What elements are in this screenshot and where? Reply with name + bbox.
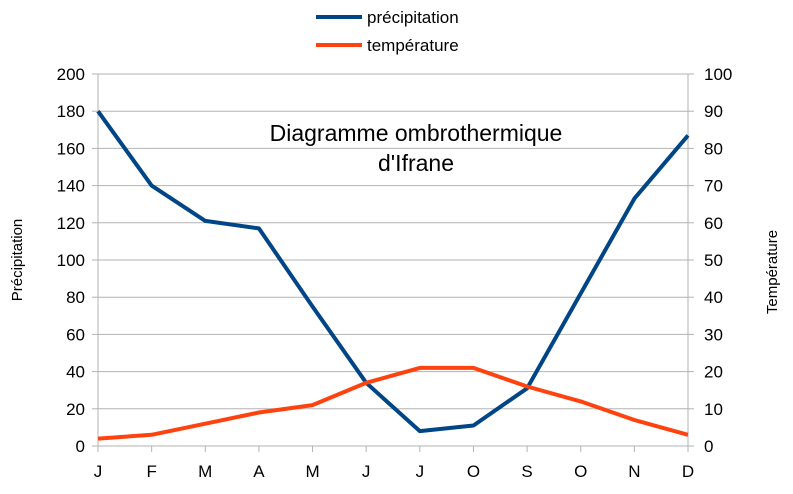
y-right-tick-label: 10 bbox=[704, 400, 723, 419]
x-tick-label: M bbox=[305, 462, 319, 481]
y-left-tick-label: 120 bbox=[57, 214, 85, 233]
y-left-tick-label: 40 bbox=[66, 363, 85, 382]
y-left-tick-label: 0 bbox=[76, 437, 85, 456]
y-right-tick-label: 30 bbox=[704, 325, 723, 344]
legend-item-precipitation: précipitation bbox=[316, 8, 459, 27]
y-right-tick-label: 90 bbox=[704, 102, 723, 121]
y-left-tick-label: 180 bbox=[57, 102, 85, 121]
x-tick-label: F bbox=[146, 462, 156, 481]
chart-title-line-1: Diagramme ombrothermique bbox=[270, 120, 563, 146]
legend-label-precipitation: précipitation bbox=[367, 8, 459, 27]
legend: précipitation température bbox=[316, 8, 459, 55]
y-right-tick-label: 40 bbox=[704, 288, 723, 307]
y-left-tick-label: 140 bbox=[57, 177, 85, 196]
x-tick-label: D bbox=[682, 462, 694, 481]
y-right-tick-label: 100 bbox=[704, 65, 732, 84]
right-axis: 0 10 20 30 40 50 60 70 80 90 100 bbox=[688, 65, 732, 456]
y-axis-right-title: Température bbox=[764, 230, 781, 314]
y-left-tick-label: 200 bbox=[57, 65, 85, 84]
y-right-tick-label: 50 bbox=[704, 251, 723, 270]
left-axis: 0 20 40 60 80 100 120 140 160 180 200 bbox=[57, 65, 98, 456]
x-tick-label: J bbox=[362, 462, 371, 481]
y-right-tick-label: 20 bbox=[704, 363, 723, 382]
x-tick-label: J bbox=[94, 462, 103, 481]
y-right-tick-label: 80 bbox=[704, 139, 723, 158]
y-axis-left-title: Précipitation bbox=[9, 219, 26, 302]
y-right-tick-label: 70 bbox=[704, 177, 723, 196]
legend-label-temperature: température bbox=[367, 36, 459, 55]
chart-title-line-2: d'Ifrane bbox=[378, 150, 454, 176]
x-tick-label: N bbox=[628, 462, 640, 481]
series-line-temperature bbox=[98, 368, 688, 439]
y-left-tick-label: 160 bbox=[57, 139, 85, 158]
x-tick-label: O bbox=[467, 462, 480, 481]
x-tick-label: A bbox=[253, 462, 265, 481]
y-left-tick-label: 60 bbox=[66, 325, 85, 344]
y-left-tick-label: 20 bbox=[66, 400, 85, 419]
y-left-tick-label: 100 bbox=[57, 251, 85, 270]
y-right-tick-label: 0 bbox=[704, 437, 713, 456]
x-tick-label: M bbox=[198, 462, 212, 481]
y-left-tick-label: 80 bbox=[66, 288, 85, 307]
y-right-tick-label: 60 bbox=[704, 214, 723, 233]
x-tick-label: S bbox=[521, 462, 532, 481]
legend-item-temperature: température bbox=[316, 36, 459, 55]
x-tick-label: O bbox=[574, 462, 587, 481]
x-tick-label: J bbox=[416, 462, 425, 481]
